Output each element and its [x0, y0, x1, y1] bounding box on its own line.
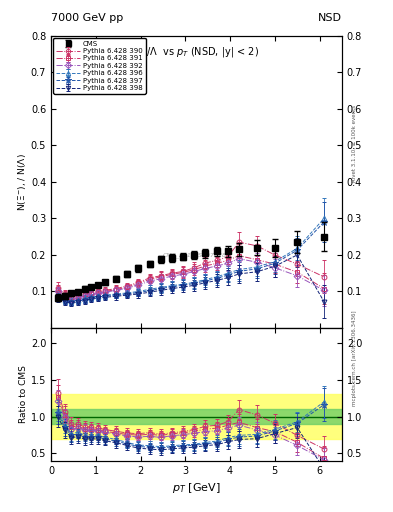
Y-axis label: N($\Xi^{-}$), / N($\Lambda$): N($\Xi^{-}$), / N($\Lambda$) — [16, 153, 28, 211]
Bar — [51, 409, 342, 424]
Text: CMS_2011_S8978280: CMS_2011_S8978280 — [162, 252, 231, 258]
Text: Rivet 3.1.10, ≥ 100k events: Rivet 3.1.10, ≥ 100k events — [352, 105, 357, 182]
Text: NSD: NSD — [318, 13, 342, 23]
X-axis label: $p_{T}$ [GeV]: $p_{T}$ [GeV] — [172, 481, 221, 495]
Text: 7000 GeV pp: 7000 GeV pp — [51, 13, 123, 23]
Legend: CMS, Pythia 6.428 390, Pythia 6.428 391, Pythia 6.428 392, Pythia 6.428 396, Pyt: CMS, Pythia 6.428 390, Pythia 6.428 391,… — [53, 38, 145, 94]
Bar — [51, 394, 342, 439]
Text: mcplots.cern.ch [arXiv:1306.3436]: mcplots.cern.ch [arXiv:1306.3436] — [352, 311, 357, 406]
Y-axis label: Ratio to CMS: Ratio to CMS — [19, 366, 28, 423]
Text: $\Xi^{-}/\Lambda$  vs $p_{T}$ (NSD, |y| < 2): $\Xi^{-}/\Lambda$ vs $p_{T}$ (NSD, |y| <… — [134, 45, 259, 58]
